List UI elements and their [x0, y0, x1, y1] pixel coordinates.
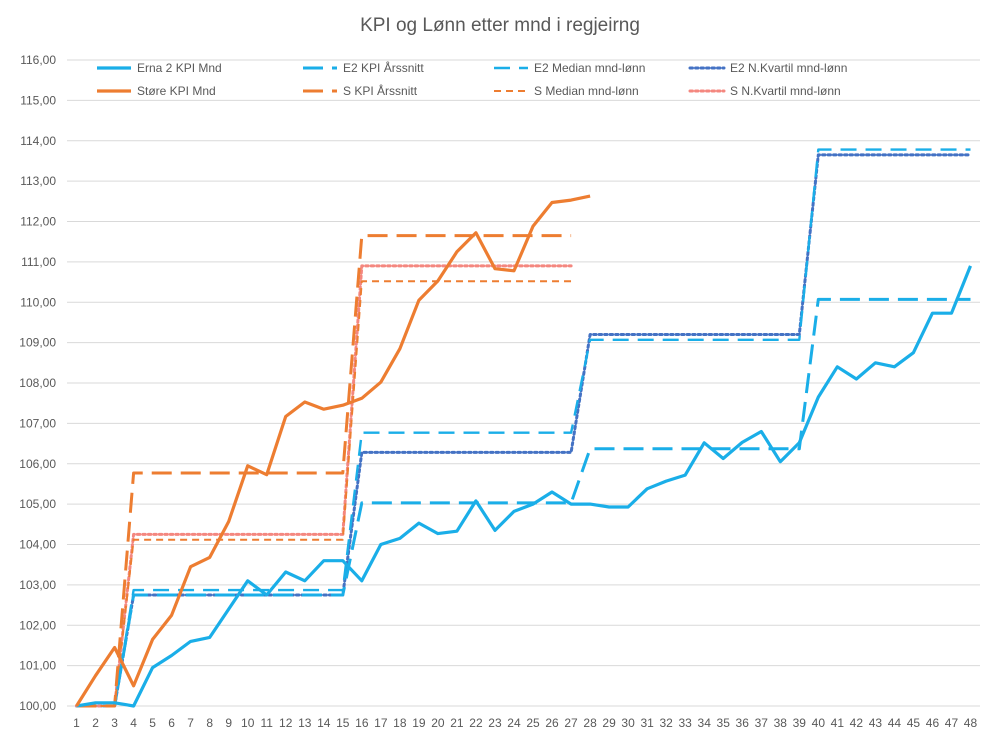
x-tick-label: 18	[393, 716, 407, 730]
legend-label: E2 Median mnd-lønn	[534, 61, 645, 75]
x-tick-label: 37	[755, 716, 769, 730]
x-tick-label: 16	[355, 716, 369, 730]
legend-label: S Median mnd-lønn	[534, 84, 639, 98]
x-tick-label: 21	[450, 716, 464, 730]
x-tick-label: 47	[945, 716, 959, 730]
x-tick-label: 17	[374, 716, 388, 730]
legend-label: E2 N.Kvartil mnd-lønn	[730, 61, 847, 75]
y-tick-label: 100,00	[19, 699, 56, 713]
x-tick-label: 29	[602, 716, 616, 730]
y-tick-label: 110,00	[20, 295, 56, 309]
x-tick-label: 22	[469, 716, 483, 730]
y-tick-label: 105,00	[19, 497, 56, 511]
y-tick-label: 102,00	[19, 618, 56, 632]
x-tick-label: 9	[225, 716, 232, 730]
y-tick-label: 112,00	[20, 215, 56, 229]
x-tick-label: 6	[168, 716, 175, 730]
x-axis-ticks: 1 2 3 4 5 6 7 8 9 10 11 12 13 14 15 16 17 18 19 20 21 22 23 24 2…	[73, 716, 977, 730]
y-tick-label: 114,00	[20, 134, 56, 148]
series-line	[75, 194, 591, 707]
y-tick-label: 113,00	[20, 174, 56, 188]
y-tick-label: 116,00	[20, 53, 56, 67]
legend-label: S N.Kvartil mnd-lønn	[730, 84, 841, 98]
x-tick-label: 10	[241, 716, 255, 730]
x-tick-label: 7	[187, 716, 194, 730]
y-tick-label: 103,00	[19, 578, 56, 592]
series-line	[76, 280, 572, 707]
series-line	[76, 265, 972, 708]
y-tick-label: 108,00	[19, 376, 56, 390]
x-tick-label: 25	[526, 716, 540, 730]
x-tick-label: 30	[621, 716, 635, 730]
x-tick-label: 23	[488, 716, 502, 730]
x-tick-label: 20	[431, 716, 445, 730]
x-tick-label: 42	[850, 716, 864, 730]
series-lines	[75, 148, 972, 708]
x-tick-label: 38	[774, 716, 788, 730]
x-tick-label: 43	[869, 716, 883, 730]
x-tick-label: 34	[698, 716, 712, 730]
x-tick-label: 35	[717, 716, 731, 730]
x-tick-label: 1	[73, 716, 80, 730]
series-line	[76, 297, 971, 708]
series-line	[76, 234, 572, 708]
x-tick-label: 26	[545, 716, 559, 730]
y-tick-label: 109,00	[19, 336, 56, 350]
x-tick-label: 33	[678, 716, 692, 730]
y-tick-label: 111,00	[21, 255, 56, 269]
legend-label: Støre KPI Mnd	[137, 84, 216, 98]
x-tick-label: 39	[793, 716, 807, 730]
y-tick-label: 115,00	[20, 93, 56, 107]
x-tick-label: 36	[736, 716, 750, 730]
y-axis-ticks: 100,00 101,00 102,00 103,00 104,00 105,00 106,…	[19, 53, 56, 713]
y-tick-label: 104,00	[19, 538, 56, 552]
x-tick-label: 15	[336, 716, 350, 730]
x-tick-label: 19	[412, 716, 426, 730]
x-tick-label: 41	[831, 716, 845, 730]
x-tick-label: 28	[583, 716, 597, 730]
y-tick-label: 107,00	[19, 416, 56, 430]
x-tick-label: 2	[92, 716, 99, 730]
x-tick-label: 31	[640, 716, 654, 730]
x-tick-label: 4	[130, 716, 137, 730]
y-tick-label: 101,00	[19, 659, 56, 673]
series-line	[76, 148, 971, 708]
x-tick-label: 27	[564, 716, 578, 730]
x-tick-label: 14	[317, 716, 331, 730]
legend-label: E2 KPI Årssnitt	[343, 60, 424, 75]
legend: Erna 2 KPI Mnd E2 KPI Årssnitt E2 Median m…	[97, 60, 847, 98]
chart-title: KPI og Lønn etter mnd i regjeirng	[360, 15, 640, 36]
legend-label: S KPI Årssnitt	[343, 83, 418, 98]
x-tick-label: 40	[812, 716, 826, 730]
x-tick-label: 3	[111, 716, 118, 730]
x-tick-label: 11	[260, 716, 273, 730]
x-tick-label: 45	[907, 716, 921, 730]
x-tick-label: 44	[888, 716, 902, 730]
y-tick-label: 106,00	[19, 457, 56, 471]
series-line	[75, 264, 573, 708]
x-tick-label: 48	[964, 716, 978, 730]
x-tick-label: 24	[507, 716, 521, 730]
x-tick-label: 13	[298, 716, 312, 730]
x-tick-label: 12	[279, 716, 293, 730]
x-tick-label: 46	[926, 716, 940, 730]
x-tick-label: 5	[149, 716, 156, 730]
x-tick-label: 32	[659, 716, 673, 730]
x-tick-label: 8	[206, 716, 213, 730]
legend-label: Erna 2 KPI Mnd	[137, 61, 222, 75]
